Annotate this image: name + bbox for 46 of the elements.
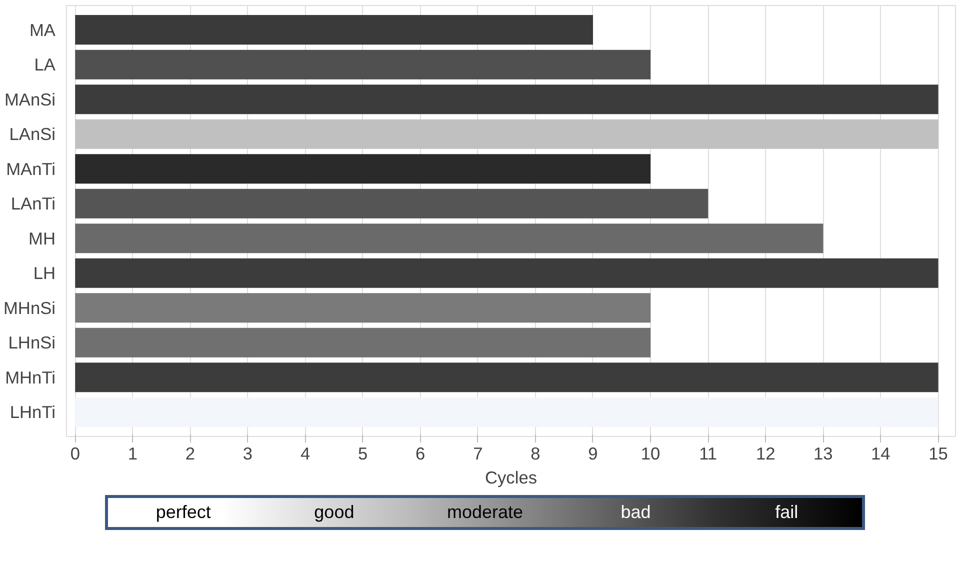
y-tick-label: LHnTi bbox=[10, 402, 56, 422]
bar bbox=[75, 154, 651, 184]
y-tick-label: LAnTi bbox=[10, 194, 56, 214]
x-tick-label: 0 bbox=[70, 444, 80, 464]
x-tick-label: 13 bbox=[814, 444, 833, 464]
x-tick-label: 10 bbox=[640, 444, 660, 464]
x-tick-label: 12 bbox=[756, 444, 776, 464]
x-tick-label: 2 bbox=[185, 444, 196, 464]
x-tick-label: 15 bbox=[928, 444, 948, 464]
bar bbox=[75, 50, 651, 80]
x-tick-label: 6 bbox=[416, 444, 426, 464]
x-tick-label: 9 bbox=[588, 444, 598, 464]
bar bbox=[75, 84, 938, 114]
x-tick-label: 8 bbox=[530, 444, 540, 464]
bar bbox=[75, 15, 593, 45]
x-axis-title: Cycles bbox=[485, 468, 538, 488]
bar bbox=[75, 188, 708, 218]
y-tick-label: MAnSi bbox=[4, 89, 56, 110]
text: good bbox=[313, 502, 356, 523]
y-tick-label: LAnSi bbox=[9, 124, 56, 144]
y-tick-label: MHnSi bbox=[4, 298, 56, 318]
bar bbox=[75, 293, 651, 323]
x-tick-label: 3 bbox=[242, 444, 253, 464]
bar bbox=[75, 328, 651, 358]
text: fail bbox=[774, 502, 800, 523]
bar bbox=[75, 258, 938, 288]
y-tick-label: MH bbox=[28, 228, 56, 248]
y-tick-label: MA bbox=[30, 20, 56, 40]
x-tick-label: 7 bbox=[473, 444, 483, 464]
text: moderate bbox=[446, 502, 524, 523]
bar bbox=[75, 224, 824, 254]
text: bad bbox=[620, 502, 652, 523]
y-tick-label: LHnSi bbox=[8, 332, 56, 353]
x-tick-label: 5 bbox=[358, 444, 368, 464]
bar bbox=[75, 119, 938, 149]
x-tick-label: 14 bbox=[871, 444, 891, 464]
y-tick-label: MHnTi bbox=[5, 367, 56, 388]
y-tick-label: LA bbox=[34, 54, 56, 75]
x-tick-label: 11 bbox=[699, 444, 718, 464]
y-tick-label: MAnTi bbox=[6, 158, 56, 179]
bar bbox=[75, 362, 938, 392]
x-tick-label: 1 bbox=[128, 444, 138, 464]
bar bbox=[75, 397, 938, 427]
x-tick-label: 4 bbox=[300, 444, 310, 464]
y-tick-label: LH bbox=[33, 263, 56, 284]
text: perfect bbox=[154, 502, 212, 523]
